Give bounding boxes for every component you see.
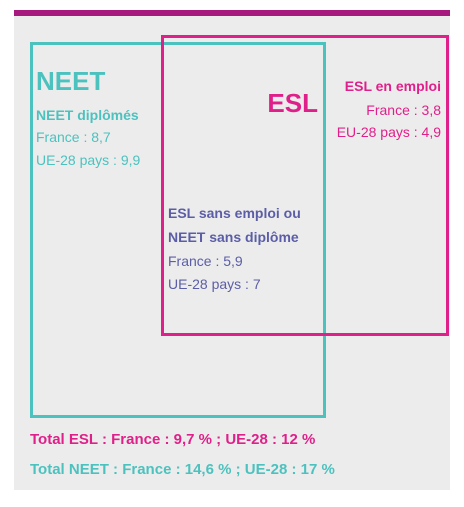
esl-line: France : 3,8 [366,102,441,118]
total-neet: Total NEET : France : 14,6 % ; UE-28 : 1… [30,461,335,478]
esl-line: EU-28 pays : 4,9 [336,124,441,140]
overlap-subtitle: ESL sans emploi ou [168,205,301,221]
esl-title: ESL [267,88,318,118]
overlap-line: UE-28 pays : 7 [168,276,261,292]
neet-box [30,42,326,418]
total-esl: Total ESL : France : 9,7 % ; UE-28 : 12 … [30,431,316,448]
neet-subtitle: NEET diplômés [36,107,139,123]
neet-line: UE-28 pays : 9,9 [36,152,141,168]
top-bar [14,10,450,16]
background-panel [14,16,450,490]
esl-subtitle: ESL en emploi [344,78,441,94]
overlap-subtitle: NEET sans diplôme [168,229,299,245]
esl-box [161,35,449,336]
neet-line: France : 8,7 [36,129,111,145]
overlap-line: France : 5,9 [168,253,243,269]
neet-title: NEET [36,66,106,96]
